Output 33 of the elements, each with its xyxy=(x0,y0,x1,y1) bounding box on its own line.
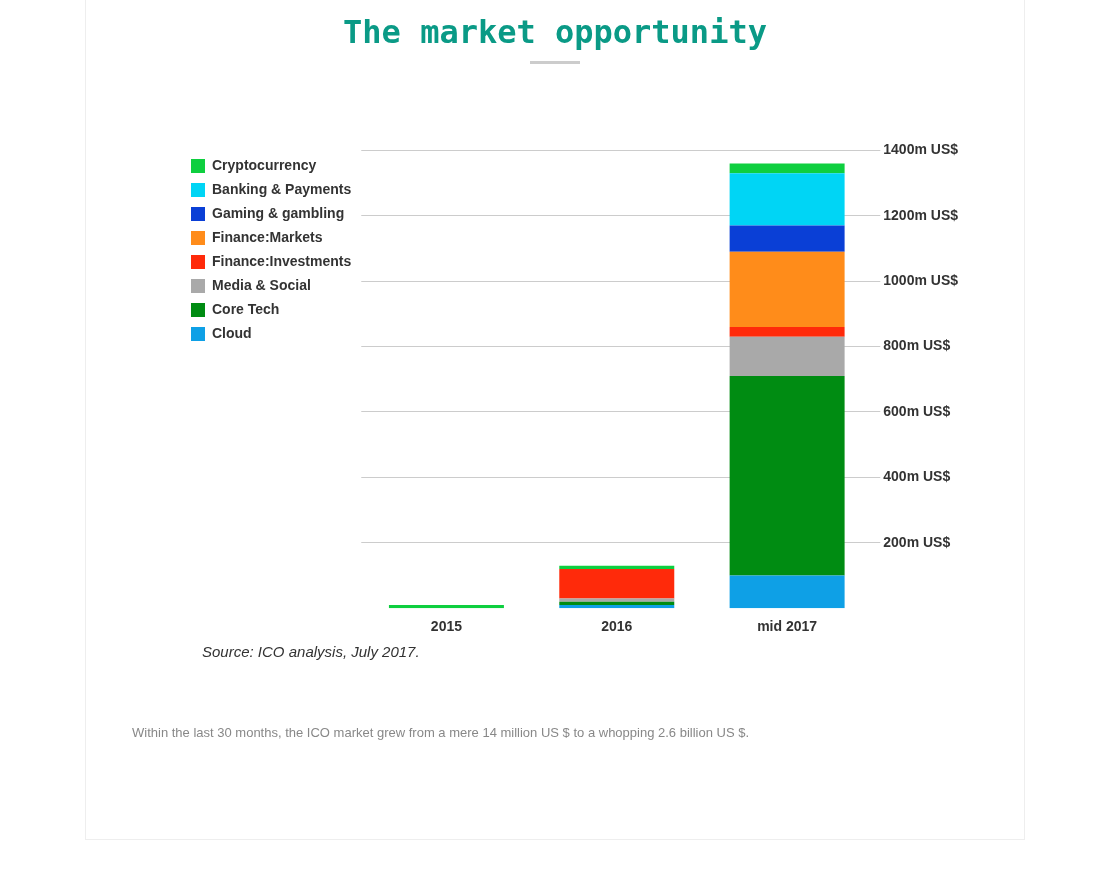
y-tick-label: 400m US$ xyxy=(883,468,951,485)
x-tick-label: 2015 xyxy=(430,618,463,635)
legend-label: Gaming & gambling xyxy=(212,204,345,221)
bar xyxy=(559,565,675,569)
bar xyxy=(729,163,845,174)
source-note: Source: ICO analysis, July 2017. xyxy=(202,643,420,660)
y-tick-label: 800m US$ xyxy=(883,337,951,354)
bar xyxy=(559,604,675,609)
y-tick-label: 1000m US$ xyxy=(883,272,959,289)
bar xyxy=(559,568,675,599)
legend-label: Finance:Investments xyxy=(212,252,352,269)
bar xyxy=(729,575,845,609)
y-tick-label: 600m US$ xyxy=(883,402,951,419)
legend-label: Finance:Markets xyxy=(212,228,323,245)
y-tick-label: 1400m US$ xyxy=(883,141,959,158)
legend-label: Banking & Payments xyxy=(212,180,352,197)
legend-label: Core Tech xyxy=(212,300,280,317)
bar xyxy=(729,225,845,252)
text: Within the last 30 months, the ICO market grew from a mere 14 million US $ to a whopping 2.6 billion US $. xyxy=(132,724,751,742)
bar xyxy=(729,376,845,576)
chart-title: The market opportunity xyxy=(342,13,768,51)
y-tick-label: 1200m US$ xyxy=(883,206,959,223)
bar xyxy=(729,173,845,226)
legend-label: Cryptocurrency xyxy=(212,156,317,173)
x-tick-label: mid 2017 xyxy=(757,618,818,635)
y-tick-label: 200m US$ xyxy=(883,533,951,550)
legend-label: Media & Social xyxy=(212,276,311,293)
legend-label: Cloud xyxy=(212,324,252,341)
bar xyxy=(388,604,504,609)
bar xyxy=(729,336,845,377)
bar xyxy=(729,326,845,337)
x-tick-label: 2016 xyxy=(601,618,633,635)
bar xyxy=(729,251,845,327)
